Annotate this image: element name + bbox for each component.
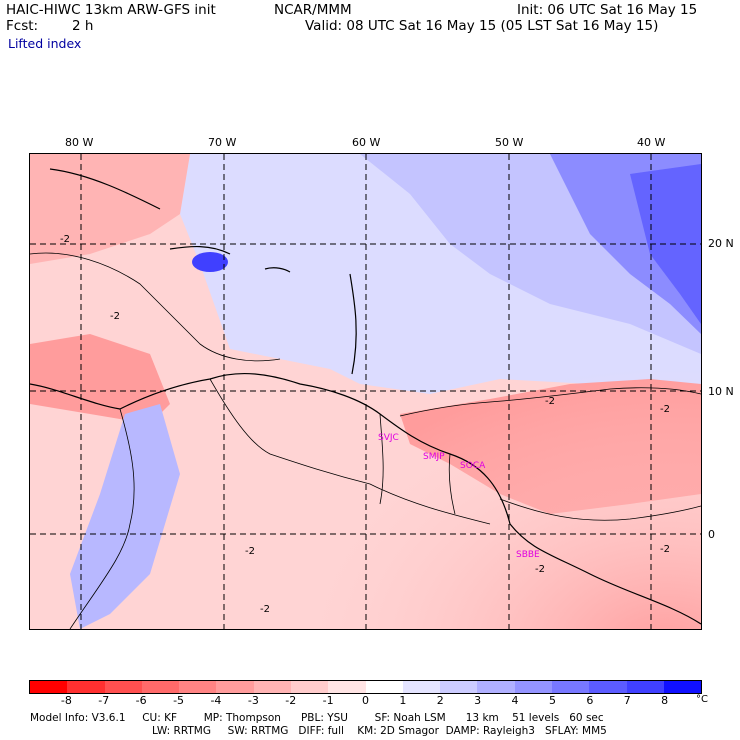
lon-label-60w: 60 W xyxy=(352,136,381,149)
coastline xyxy=(30,168,701,625)
contour-label: -2 xyxy=(535,564,545,575)
lon-label-40w: 40 W xyxy=(637,136,666,149)
colorbar-swatch xyxy=(477,681,515,693)
colorbar-swatch xyxy=(365,681,403,693)
contour-label: -2 xyxy=(245,546,255,557)
colorbar-tick-label: -2 xyxy=(285,694,297,707)
valid-time: Valid: 08 UTC Sat 16 May 15 (05 LST Sat … xyxy=(305,18,659,34)
lon-label-50w: 50 W xyxy=(495,136,524,149)
fcst-value: 2 h xyxy=(72,18,94,34)
colorbar-unit: °C xyxy=(696,694,708,705)
contour-label: -2 xyxy=(260,604,270,615)
map-canvas: -2 -2 -2 -2 -2 -2 -2 -2 SVJC SMJP SOCA S… xyxy=(30,154,701,629)
colorbar-tick-label: 3 xyxy=(474,694,482,707)
lat-label-20n: 20 N xyxy=(708,237,734,250)
colorbar-swatch xyxy=(253,681,291,693)
station-sbbe: SBBE xyxy=(516,550,540,560)
colorbar-swatch xyxy=(551,681,590,693)
footer-line-1: Model Info: V3.6.1 CU: KF MP: Thompson P… xyxy=(30,712,604,724)
colorbar-tick-label: 2 xyxy=(436,694,444,707)
station-smjp: SMJP xyxy=(423,452,445,462)
init-time: Init: 06 UTC Sat 16 May 15 xyxy=(517,2,698,18)
colorbar-swatch xyxy=(30,681,68,693)
org-label: NCAR/MMM xyxy=(274,2,352,18)
colorbar-swatch xyxy=(589,681,627,693)
colorbar xyxy=(29,680,702,694)
colorbar-swatch xyxy=(402,681,441,693)
colorbar-swatch xyxy=(328,681,366,693)
fcst-label: Fcst: xyxy=(6,18,39,34)
colorbar-swatch xyxy=(663,681,702,693)
andes-blue-streak xyxy=(70,404,180,629)
colorbar-tick-label: 1 xyxy=(399,694,407,707)
colorbar-tick-label: -8 xyxy=(60,694,72,707)
contour-label: -2 xyxy=(660,404,670,415)
contour-label: -2 xyxy=(660,544,670,555)
colorbar-swatch xyxy=(290,681,329,693)
colorbar-swatch xyxy=(104,681,142,693)
colorbar-tick-label: 8 xyxy=(661,694,669,707)
colorbar-swatch xyxy=(514,681,552,693)
contour-label: -2 xyxy=(545,396,555,407)
colorbar-swatch xyxy=(440,681,478,693)
colorbar-tick-label: -1 xyxy=(322,694,334,707)
colorbar-tick-label: -7 xyxy=(98,694,110,707)
borders xyxy=(69,378,491,629)
lifted-index-map: -2 -2 -2 -2 -2 -2 -2 -2 SVJC SMJP SOCA S… xyxy=(29,153,702,630)
colorbar-tick-label: 7 xyxy=(623,694,631,707)
colorbar-tick-label: -5 xyxy=(173,694,185,707)
colorbar-tick-label: -4 xyxy=(210,694,222,707)
colorbar-swatch xyxy=(67,681,105,693)
colorbar-swatch xyxy=(141,681,180,693)
graticule xyxy=(30,154,701,629)
colorbar-swatch xyxy=(216,681,254,693)
colorbar-tick-label: -6 xyxy=(135,694,147,707)
station-svjc: SVJC xyxy=(378,433,399,443)
colorbar-tick-label: 4 xyxy=(511,694,519,707)
colorbar-swatch xyxy=(626,681,664,693)
lon-label-70w: 70 W xyxy=(208,136,237,149)
colorbar-tick-label: -3 xyxy=(247,694,259,707)
colorbar-tick-label: 6 xyxy=(586,694,594,707)
lat-label-0: 0 xyxy=(708,528,715,541)
footer-line-2: LW: RRTMG SW: RRTMG DIFF: full KM: 2D Sm… xyxy=(152,725,607,737)
contours xyxy=(30,252,701,521)
colorbar-swatch xyxy=(179,681,217,693)
colorbar-tick-label: 5 xyxy=(548,694,556,707)
colorbar-tick-label: 0 xyxy=(362,694,369,707)
lat-label-10n: 10 N xyxy=(708,385,734,398)
contour-label: -2 xyxy=(110,311,120,322)
model-title: HAIC-HIWC 13km ARW-GFS init xyxy=(6,2,216,18)
field-name: Lifted index xyxy=(8,36,82,51)
lon-label-80w: 80 W xyxy=(65,136,94,149)
contour-label: -2 xyxy=(60,234,70,245)
station-soca: SOCA xyxy=(460,461,486,471)
